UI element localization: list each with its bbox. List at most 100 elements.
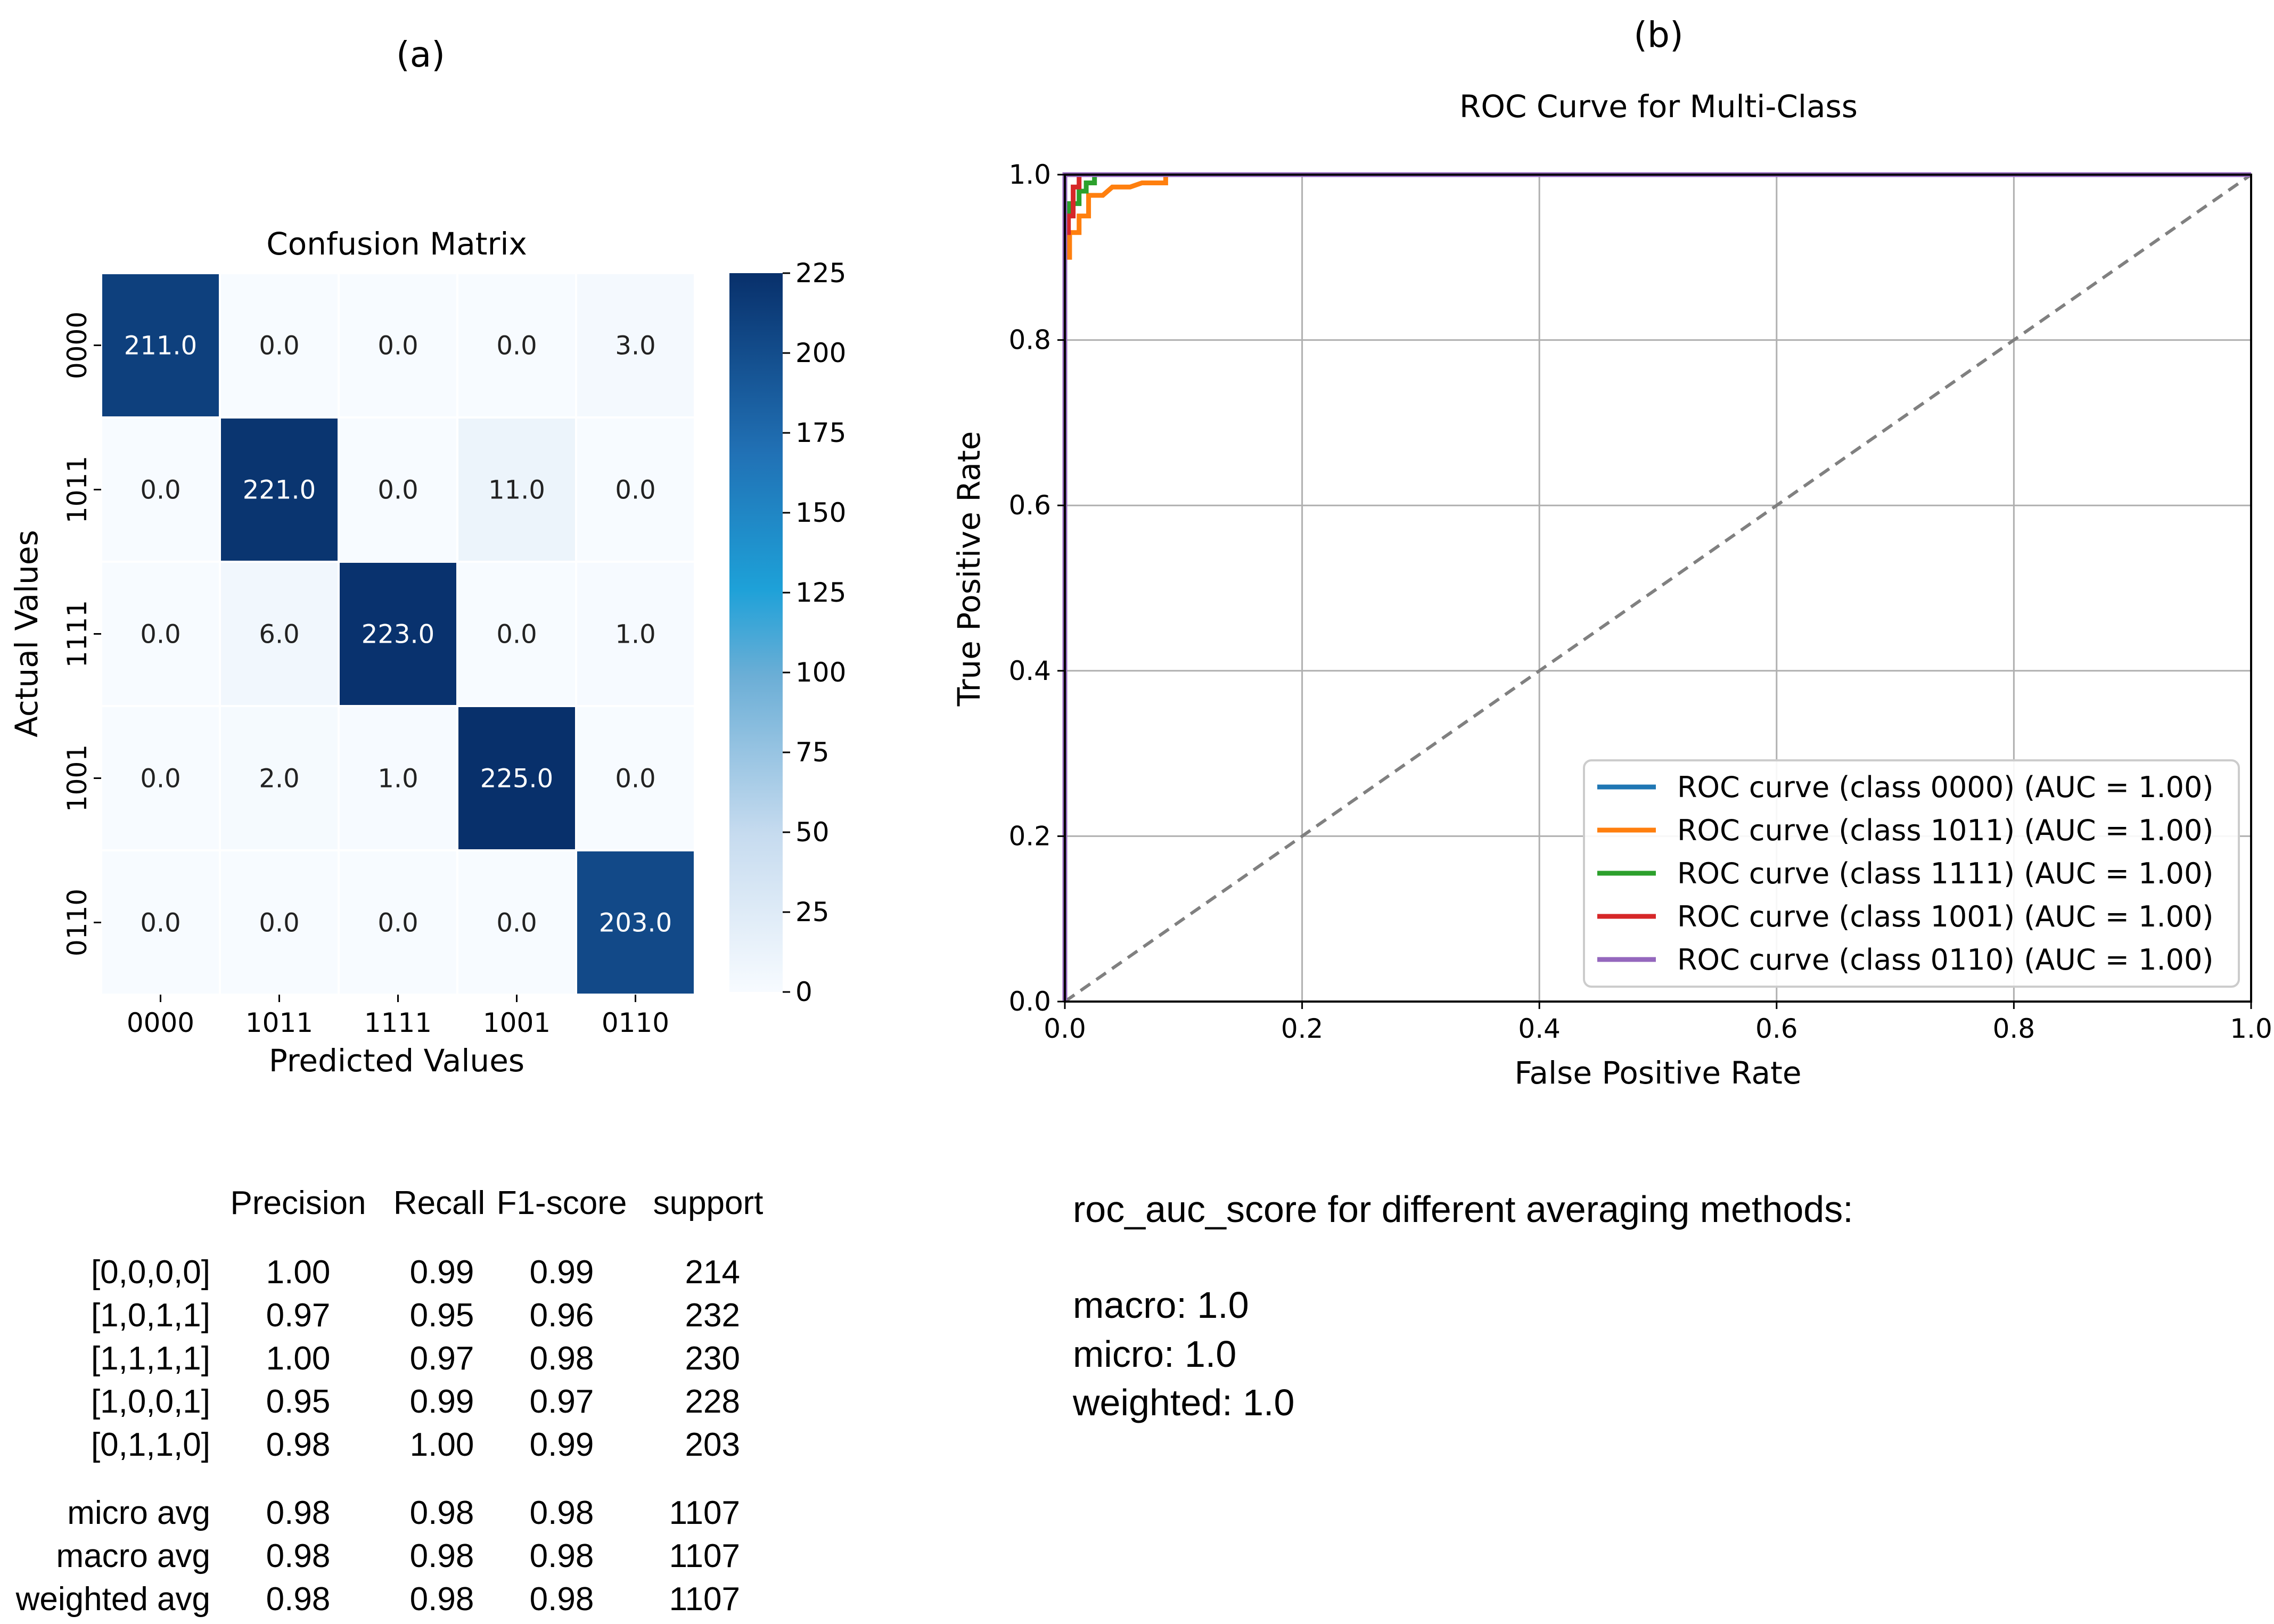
colorbar-tick-label: 175 [795, 417, 846, 448]
report-cell: 0.98 [410, 1495, 474, 1531]
roc-auc-line: macro: 1.0 [1073, 1284, 1249, 1326]
heatmap-cell-label: 11.0 [488, 475, 545, 505]
confusion-matrix-xlabel: Predicted Values [269, 1043, 524, 1079]
heatmap-cell-label: 0.0 [259, 908, 299, 938]
report-cell: 0.97 [266, 1297, 331, 1334]
report-cell: 0.99 [410, 1254, 474, 1291]
report-cell: 0.98 [410, 1581, 474, 1618]
report-row-label: weighted avg [15, 1581, 210, 1618]
heatmap-cell-label: 0.0 [377, 331, 418, 361]
report-cell: 0.99 [410, 1383, 474, 1420]
report-row-label: [1,0,0,1] [91, 1383, 210, 1420]
heatmap-cell-label: 0.0 [615, 764, 655, 794]
heatmap-cell [575, 416, 696, 563]
report-cell: 203 [685, 1426, 740, 1463]
y-tick-label: 1011 [62, 456, 93, 523]
y-tick-label: 0.6 [1008, 490, 1051, 521]
colorbar-tick-label: 200 [795, 338, 846, 368]
heatmap-cell [100, 272, 221, 419]
y-tick-label: 1001 [62, 744, 93, 812]
heatmap-cell-label: 0.0 [140, 764, 180, 794]
confusion-matrix-cells: 211.0 0.0 0.0 0.0 3.0 0.0 221.0 0.0 11.0 0.0 0.0 6.… [100, 272, 696, 996]
heatmap-cell [338, 849, 458, 996]
report-cell: 0.97 [530, 1383, 594, 1420]
heatmap-cell-label: 6.0 [259, 620, 299, 650]
roc-chart: ROC Curve for Multi-Class 0.0 0.2 0.4 0.6 0.… [951, 88, 2272, 1091]
report-row-label: [1,1,1,1] [91, 1340, 210, 1377]
heatmap-cell-label: 225.0 [480, 764, 553, 794]
report-cell: 1107 [669, 1581, 740, 1618]
heatmap-cell-label: 223.0 [362, 620, 434, 650]
report-cell: 0.98 [266, 1581, 331, 1618]
x-tick-label: 0.4 [1518, 1013, 1561, 1044]
report-cell: 0.98 [410, 1538, 474, 1574]
heatmap-cell [219, 705, 340, 851]
legend-label: ROC curve (class 1011) (AUC = 1.00) [1677, 814, 2213, 847]
colorbar-tick-label: 75 [795, 737, 830, 768]
x-tick-label: 0000 [127, 1007, 194, 1038]
roc-auc-line: weighted: 1.0 [1072, 1382, 1294, 1423]
report-cell: 0.98 [266, 1538, 331, 1574]
heatmap-cell [456, 561, 577, 707]
heatmap-cell-label: 203.0 [599, 908, 672, 938]
report-cell: 0.99 [530, 1254, 594, 1291]
report-cell: 0.96 [530, 1297, 594, 1334]
report-cell: 232 [685, 1297, 740, 1334]
roc-legend-box [1583, 759, 2240, 988]
roc-plot-frame [1064, 174, 2252, 1003]
report-cell: 1.00 [410, 1426, 474, 1463]
colorbar-tick-label: 50 [795, 817, 830, 848]
report-column-header: F1-score [497, 1185, 627, 1221]
heatmap-cell [338, 272, 458, 419]
colorbar-tick-label: 125 [795, 577, 846, 608]
roc-ylabel: True Positive Rate [951, 431, 987, 707]
roc-xlabel: False Positive Rate [1514, 1055, 1801, 1091]
heatmap-cell [575, 849, 696, 996]
x-tick-label: 1011 [245, 1007, 313, 1038]
heatmap-cell-label: 211.0 [124, 331, 197, 361]
heatmap-cell-label: 1.0 [615, 620, 655, 650]
report-row-label: [1,0,1,1] [91, 1297, 210, 1334]
heatmap-cell-label: 0.0 [140, 908, 180, 938]
roc-auc-scores: roc_auc_score for different averaging me… [1072, 1188, 1853, 1423]
report-row-label: [0,0,0,0] [91, 1254, 210, 1291]
heatmap-cell-label: 2.0 [259, 764, 299, 794]
report-cell: 0.98 [530, 1340, 594, 1377]
heatmap-cell-label: 0.0 [140, 620, 180, 650]
legend-label: ROC curve (class 0110) (AUC = 1.00) [1677, 943, 2213, 977]
x-tick-label: 0.2 [1281, 1013, 1324, 1044]
report-cell: 0.97 [410, 1340, 474, 1377]
report-cell: 1.00 [266, 1254, 331, 1291]
roc-ticks: 0.0 0.2 0.4 0.6 0.8 1.0 0.0 0.2 0.4 0.6 0.8 1.0 [1008, 159, 2272, 1044]
legend-label: ROC curve (class 0000) (AUC = 1.00) [1677, 770, 2213, 804]
roc-chart-title: ROC Curve for Multi-Class [1459, 88, 1858, 125]
report-cell: 0.98 [530, 1538, 594, 1574]
y-tick-label: 1111 [62, 600, 93, 668]
report-cell: 0.98 [530, 1495, 594, 1531]
roc-legend: ROC curve (class 0000) (AUC = 1.00) ROC c… [1583, 759, 2240, 988]
heatmap-cell [575, 705, 696, 851]
report-cell: 1.00 [266, 1340, 331, 1377]
report-cell: 0.98 [530, 1581, 594, 1618]
confusion-matrix-ticks: 0000 1011 1111 1001 0110 0000 1011 1111 1001 0110 [62, 311, 669, 1038]
y-tick-label: 0000 [62, 311, 93, 379]
heatmap-cell [219, 272, 340, 419]
x-tick-label: 0.0 [1044, 1013, 1086, 1044]
report-cell: 0.99 [530, 1426, 594, 1463]
x-tick-label: 0.6 [1755, 1013, 1798, 1044]
x-tick-label: 1001 [483, 1007, 551, 1038]
report-cell: 0.95 [266, 1383, 331, 1420]
heatmap-cell [456, 705, 577, 851]
colorbar-ticks: 0 25 50 75 100 125 150 175 200 225 [783, 258, 846, 1007]
classification-report: Precision Recall F1-score support [0,0,0,0] 1… [15, 1185, 764, 1618]
report-row-label: [0,1,1,0] [91, 1426, 210, 1463]
y-tick-label: 0.0 [1008, 986, 1051, 1017]
confusion-matrix: Confusion Matrix 211.0 0.0 0.0 0.0 3.0 0.0 221… [9, 226, 846, 1079]
confusion-matrix-title: Confusion Matrix [266, 226, 527, 262]
panel-label-b: (b) [1633, 14, 1683, 55]
report-column-header: Recall [393, 1185, 485, 1221]
report-cell: 0.98 [266, 1426, 331, 1463]
report-cell: 1107 [669, 1495, 740, 1531]
y-tick-label: 0110 [62, 889, 93, 956]
colorbar-tick-label: 0 [795, 977, 812, 1007]
